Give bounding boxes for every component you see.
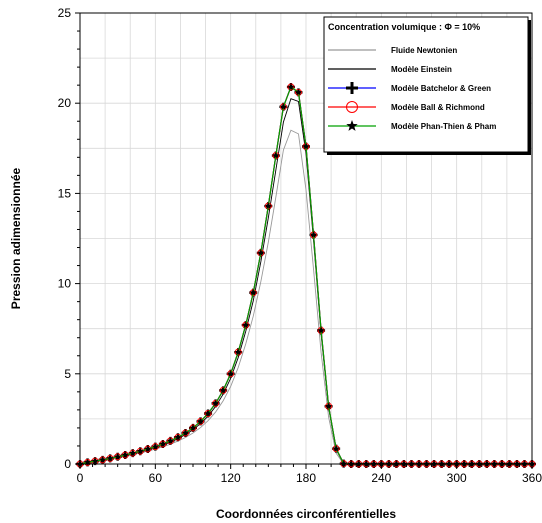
star-marker (287, 83, 295, 90)
y-axis-title: Pression adimensionnée (9, 167, 23, 309)
star-marker (279, 103, 287, 110)
star-marker (91, 457, 99, 465)
star-marker (121, 451, 129, 458)
x-axis-title: Coordonnées circonférentielles (216, 507, 396, 521)
legend: Concentration volumique : Φ = 10% Fluide … (323, 16, 531, 155)
star-marker (84, 458, 91, 466)
star-marker (114, 453, 122, 460)
plus-marker (346, 82, 358, 94)
star-marker (317, 326, 325, 334)
legend-item: Modèle Phan-Thien & Pham (328, 120, 496, 131)
star-marker (136, 447, 144, 455)
x-tick-label: 0 (77, 471, 84, 485)
legend-label: Fluide Newtonien (391, 46, 457, 55)
legend-item: Fluide Newtonien (328, 46, 457, 55)
star-marker (302, 142, 310, 150)
legend-label: Modèle Phan-Thien & Pham (391, 122, 496, 131)
legend-label: Modèle Einstein (391, 65, 452, 74)
star-marker (129, 449, 137, 457)
star-marker (234, 348, 242, 356)
legend-title: Concentration volumique : Φ = 10% (328, 22, 480, 32)
y-tick-label: 25 (58, 6, 72, 20)
legend-item: Modèle Ball & Richmond (328, 101, 485, 113)
star-marker (346, 120, 358, 131)
star-marker (332, 445, 340, 452)
x-tick-label: 180 (296, 471, 316, 485)
star-marker (325, 402, 333, 410)
legend-item: Modèle Einstein (328, 65, 452, 74)
y-tick-label: 5 (64, 367, 71, 381)
legend-box (323, 16, 529, 153)
star-marker (174, 433, 182, 441)
y-tick-label: 15 (58, 186, 72, 200)
star-marker (99, 456, 107, 463)
star-marker (242, 321, 250, 328)
star-marker (189, 424, 197, 431)
legend-item: Modèle Batchelor & Green (328, 82, 491, 94)
star-marker (166, 437, 174, 444)
star-marker (204, 409, 212, 417)
star-marker (219, 386, 227, 394)
star-marker (227, 370, 235, 377)
legend-label: Modèle Ball & Richmond (391, 103, 485, 112)
circle-marker (346, 101, 358, 113)
star-marker (272, 151, 280, 159)
star-marker (257, 249, 265, 256)
star-marker (212, 399, 220, 407)
star-marker (264, 202, 272, 209)
star-marker (182, 429, 189, 436)
y-tick-label: 20 (58, 96, 72, 110)
star-marker (144, 445, 152, 452)
star-marker (151, 443, 159, 450)
star-marker (106, 454, 114, 462)
star-marker (340, 460, 348, 467)
star-marker (197, 417, 204, 425)
y-tick-label: 0 (64, 457, 71, 471)
legend-label: Modèle Batchelor & Green (391, 84, 491, 93)
y-tick-label: 10 (58, 277, 72, 291)
star-marker (295, 88, 302, 96)
ticks: 0 60 120 180 240 300 360 0 5 10 15 20 25 (58, 6, 542, 485)
x-tick-label: 60 (149, 471, 163, 485)
x-tick-label: 240 (371, 471, 391, 485)
star-marker (249, 289, 257, 296)
x-tick-label: 360 (522, 471, 542, 485)
x-tick-label: 300 (447, 471, 467, 485)
star-marker (310, 231, 317, 238)
star-marker (159, 440, 167, 447)
x-tick-label: 120 (221, 471, 241, 485)
